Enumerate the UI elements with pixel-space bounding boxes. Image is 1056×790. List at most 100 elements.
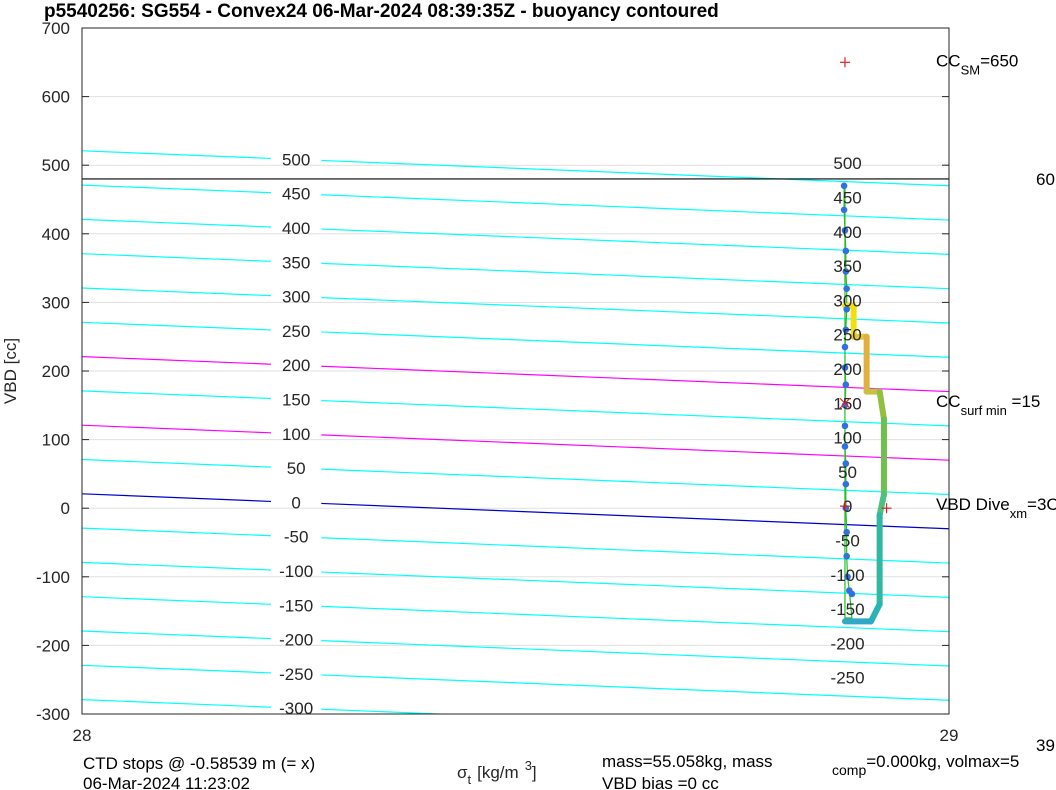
reference-markers — [839, 57, 892, 514]
right-label-150: 150 — [833, 394, 861, 413]
marker-2 — [839, 501, 850, 512]
x-axis-ticks: 28 29 — [73, 707, 959, 745]
y-tick-label-4: 100 — [42, 431, 70, 450]
climb-segment-9 — [867, 601, 883, 625]
dive-point-9 — [841, 364, 849, 371]
dive-point-3 — [842, 247, 850, 255]
contour-label--300: -300 — [279, 699, 313, 718]
contour-label-400: 400 — [282, 219, 310, 238]
x-axis-label-symbol: σ — [457, 763, 468, 782]
footer-mass-comp: comp=0.000kg, volmax=5 — [832, 752, 1019, 778]
contour-0-right — [321, 502, 949, 530]
x-tick-label-1: 29 — [940, 726, 959, 745]
contour-100-left — [82, 424, 272, 434]
contour-label--100: -100 — [279, 562, 313, 581]
dive-point-1 — [840, 206, 848, 214]
contour-350-left — [82, 253, 272, 262]
y-tick-label-0: -300 — [36, 705, 70, 724]
dive-point-21 — [848, 590, 856, 598]
y-tick-label-2: -100 — [36, 568, 70, 587]
footer-mass: mass=55.058kg, mass — [602, 752, 773, 771]
y-tick-label-9: 600 — [42, 88, 70, 107]
dive-point-6 — [843, 305, 850, 313]
contour-450-left — [82, 184, 272, 194]
footer-date: 06-Mar-2024 11:23:02 — [83, 774, 250, 790]
contour--300-right — [321, 708, 454, 714]
contour-label-100: 100 — [282, 425, 310, 444]
contour-label-500: 500 — [282, 150, 310, 169]
marker-3 — [881, 503, 892, 514]
annotation-1: CCsurf min =15 — [936, 392, 1040, 418]
right-label-400: 400 — [833, 223, 861, 242]
contour-300-left — [82, 287, 272, 297]
dive-point-19 — [844, 573, 851, 581]
contour-label-50: 50 — [287, 459, 306, 478]
y-tick-label-10: 700 — [42, 19, 70, 38]
x-axis-label: σt [kg/m 3] — [457, 758, 537, 787]
contour-label-150: 150 — [282, 391, 310, 410]
right-label-350: 350 — [833, 257, 861, 276]
contour--200-left — [82, 630, 272, 640]
contour-label-450: 450 — [282, 185, 310, 204]
contour-label--150: -150 — [279, 596, 313, 615]
contour-lines — [82, 150, 949, 714]
x-axis-label-close: ] — [532, 763, 537, 782]
dive-point-5 — [843, 285, 850, 292]
contour-label-0: 0 — [291, 493, 300, 512]
dive-point-0 — [840, 182, 848, 190]
right-label-300: 300 — [833, 291, 861, 310]
dive-point-11 — [841, 402, 849, 409]
contour--200-right — [321, 640, 949, 667]
y-tick-label-7: 400 — [42, 225, 70, 244]
x-tick-label-0: 28 — [73, 726, 92, 745]
right-label-100: 100 — [833, 429, 861, 448]
climb-segment-5 — [876, 388, 887, 423]
contour-150-left — [82, 390, 272, 400]
x-axis-label-unit: [kg/m — [477, 763, 519, 782]
contour--150-left — [82, 596, 272, 605]
dive-point-13 — [841, 443, 849, 450]
y-tick-label-6: 300 — [42, 293, 70, 312]
right-label-450: 450 — [833, 189, 861, 208]
annotations: CCSM=650 CCsurf min =15 VBD Divexm=3CV — [936, 51, 1056, 525]
right-label-200: 200 — [833, 360, 861, 379]
footer-vbd-bias: VBD bias =0 cc — [602, 774, 719, 790]
contour-200-left — [82, 355, 272, 365]
chart-title: p5540256: SG554 - Convex24 06-Mar-2024 0… — [44, 1, 719, 22]
contour-250-left — [82, 321, 272, 331]
contour--250-right — [321, 674, 949, 701]
contour-500-right — [321, 159, 949, 187]
right-label--50: -50 — [835, 532, 860, 551]
right-label--250: -250 — [831, 669, 865, 688]
contour-level-labels: 500450400350300250200150100500-50-100-15… — [279, 150, 313, 718]
dive-point-17 — [843, 528, 850, 536]
contour--100-left — [82, 561, 272, 571]
right-label--100: -100 — [831, 566, 865, 585]
y-axis-label: VBD [cc] — [1, 338, 20, 404]
contour-label-200: 200 — [282, 356, 310, 375]
dive-point-10 — [842, 381, 850, 389]
footer-ctd-stops: CTD stops @ -0.58539 m (= x) — [83, 754, 315, 773]
annotation-2: VBD Divexm=3CV — [936, 495, 1056, 525]
x-axis-label-subscript: t — [468, 772, 472, 787]
marker-0 — [839, 57, 850, 68]
contour--250-left — [82, 664, 272, 674]
y-tick-label-3: 0 — [61, 499, 70, 518]
dive-point-8 — [841, 343, 849, 351]
dive-point-12 — [841, 422, 849, 430]
svg-text:σt[kg/m3]: σt [kg/m 3] — [457, 758, 537, 787]
climb-series — [841, 302, 887, 625]
annotation-0: CCSM=650 — [936, 51, 1018, 77]
contour--150-right — [321, 605, 949, 633]
x-axis-label-superscript: 3 — [525, 758, 532, 773]
right-label-250: 250 — [833, 326, 861, 345]
marker-1 — [839, 397, 851, 409]
contour-label--50: -50 — [284, 528, 309, 547]
dive-point-2 — [841, 227, 849, 234]
contour-500-left — [82, 150, 272, 160]
edge-label-bottom-right: 39 — [1036, 736, 1055, 755]
climb-segment-7 — [876, 491, 887, 519]
contour--300-left — [82, 698, 272, 708]
